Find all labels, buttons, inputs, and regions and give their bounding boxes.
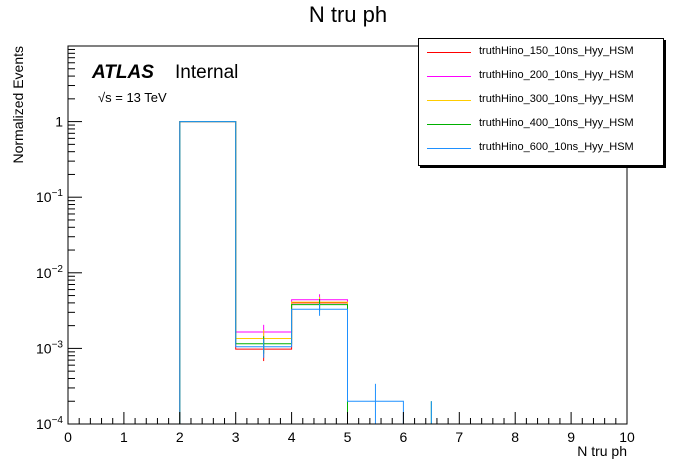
legend: truthHino_150_10ns_Hyy_HSM truthHino_200…	[418, 38, 664, 166]
series-4-line	[68, 121, 627, 425]
atlas-label: ATLAS	[92, 62, 154, 83]
legend-line-200	[427, 76, 471, 77]
x-tick-label-3: 3	[232, 429, 240, 445]
energy-label: √s = 13 TeV	[98, 90, 167, 105]
x-tick-label-5: 5	[344, 429, 352, 445]
legend-entry-400: truthHino_400_10ns_Hyy_HSM	[419, 115, 663, 135]
x-tick-label-10: 10	[619, 429, 635, 445]
x-tick-label-1: 1	[120, 429, 128, 445]
legend-line-600	[427, 148, 471, 149]
legend-label-200: truthHino_200_10ns_Hyy_HSM	[479, 69, 634, 81]
legend-line-150	[427, 52, 471, 53]
legend-entry-150: truthHino_150_10ns_Hyy_HSM	[419, 43, 663, 63]
y-axis-label: Normalized Events	[10, 46, 26, 164]
legend-label-400: truthHino_400_10ns_Hyy_HSM	[479, 117, 634, 129]
x-tick-label-0: 0	[64, 429, 72, 445]
internal-label: Internal	[175, 62, 239, 83]
legend-entry-300: truthHino_300_10ns_Hyy_HSM	[419, 91, 663, 111]
x-tick-label-8: 8	[511, 429, 519, 445]
x-tick-label-6: 6	[400, 429, 408, 445]
axes: 0 1 2 3 4 5 6 7 8 9 10 10−4 10−3 10−2 10−1 1 N tru ph Nor…	[10, 45, 635, 459]
legend-entry-600: truthHino_600_10ns_Hyy_HSM	[419, 139, 663, 159]
x-tick-label-4: 4	[288, 429, 296, 445]
y-tick-label-4: 1	[55, 114, 63, 130]
legend-entry-200: truthHino_200_10ns_Hyy_HSM	[419, 67, 663, 87]
legend-line-400	[427, 124, 471, 125]
y-tick-label-1: 10−3	[36, 339, 63, 356]
legend-label-300: truthHino_300_10ns_Hyy_HSM	[479, 93, 634, 105]
x-tick-label-9: 9	[567, 429, 575, 445]
y-tick-label-0: 10−4	[36, 415, 63, 432]
legend-label-600: truthHino_600_10ns_Hyy_HSM	[479, 141, 634, 153]
y-tick-label-2: 10−2	[36, 264, 63, 281]
x-axis-label: N tru ph	[577, 443, 627, 459]
legend-label-150: truthHino_150_10ns_Hyy_HSM	[479, 45, 634, 57]
y-tick-label-3: 10−1	[36, 188, 63, 205]
histogram-lines	[68, 121, 627, 425]
x-tick-label-2: 2	[176, 429, 184, 445]
chart-title: N tru ph	[308, 2, 388, 27]
x-tick-label-7: 7	[455, 429, 463, 445]
legend-line-300	[427, 100, 471, 101]
